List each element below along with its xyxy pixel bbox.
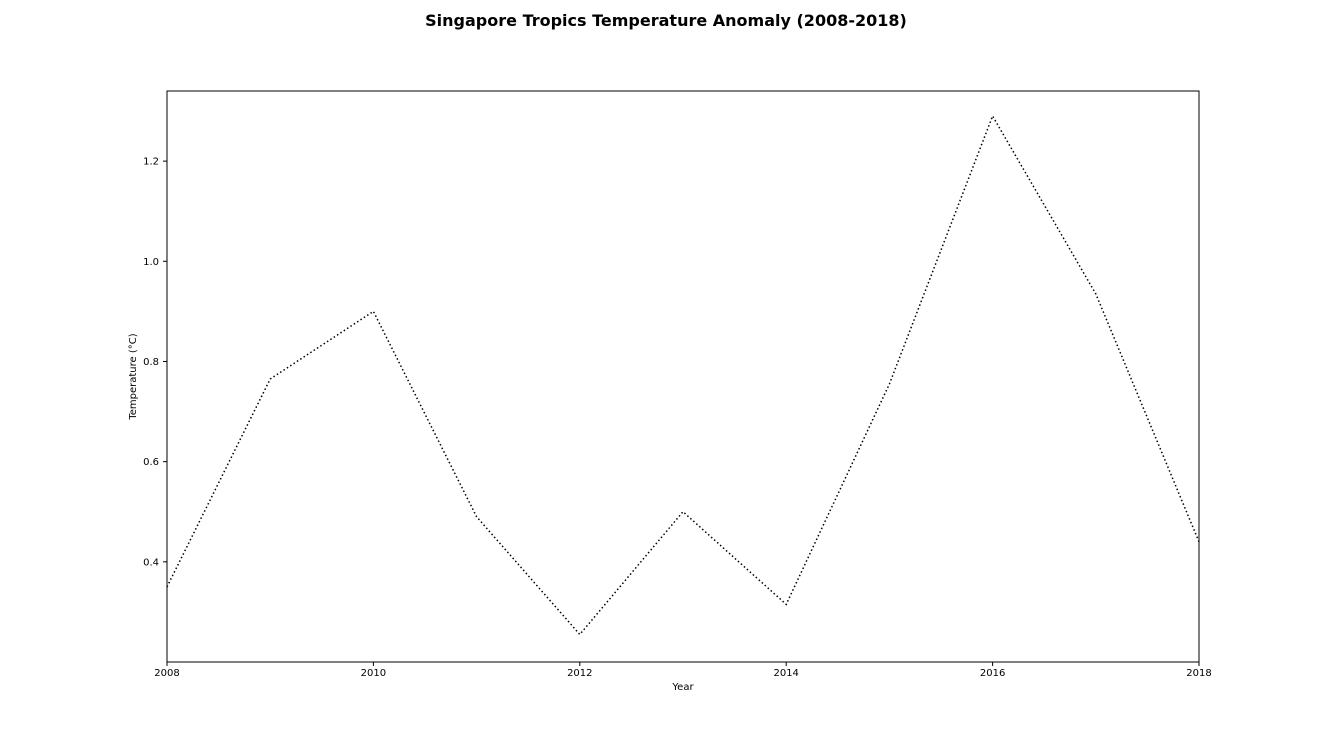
series-line — [166, 114, 1200, 636]
x-tick-label: 2014 — [773, 668, 798, 679]
plot-area-frame — [166, 90, 1200, 663]
chart-title: Singapore Tropics Temperature Anomaly (2… — [425, 11, 907, 30]
x-tick-label: 2010 — [361, 668, 386, 679]
x-tick-label: 2012 — [567, 668, 592, 679]
x-tick-label: 2018 — [1186, 668, 1211, 679]
x-tick-label: 2008 — [154, 668, 179, 679]
x-axis-label: Year — [671, 682, 694, 693]
y-tick-label: 0.8 — [143, 357, 159, 368]
y-tick-label: 1.0 — [143, 257, 159, 268]
x-axis: 2008 2010 2012 2014 2016 2018 — [154, 662, 1212, 679]
y-tick-label: 0.6 — [143, 457, 159, 468]
y-axis: 0.4 0.6 0.8 1.0 1.2 — [143, 157, 167, 568]
y-axis-label: Temperature (°C) — [128, 333, 139, 420]
y-tick-label: 0.4 — [143, 557, 159, 568]
x-tick-label: 2016 — [980, 668, 1005, 679]
y-tick-label: 1.2 — [143, 157, 159, 168]
